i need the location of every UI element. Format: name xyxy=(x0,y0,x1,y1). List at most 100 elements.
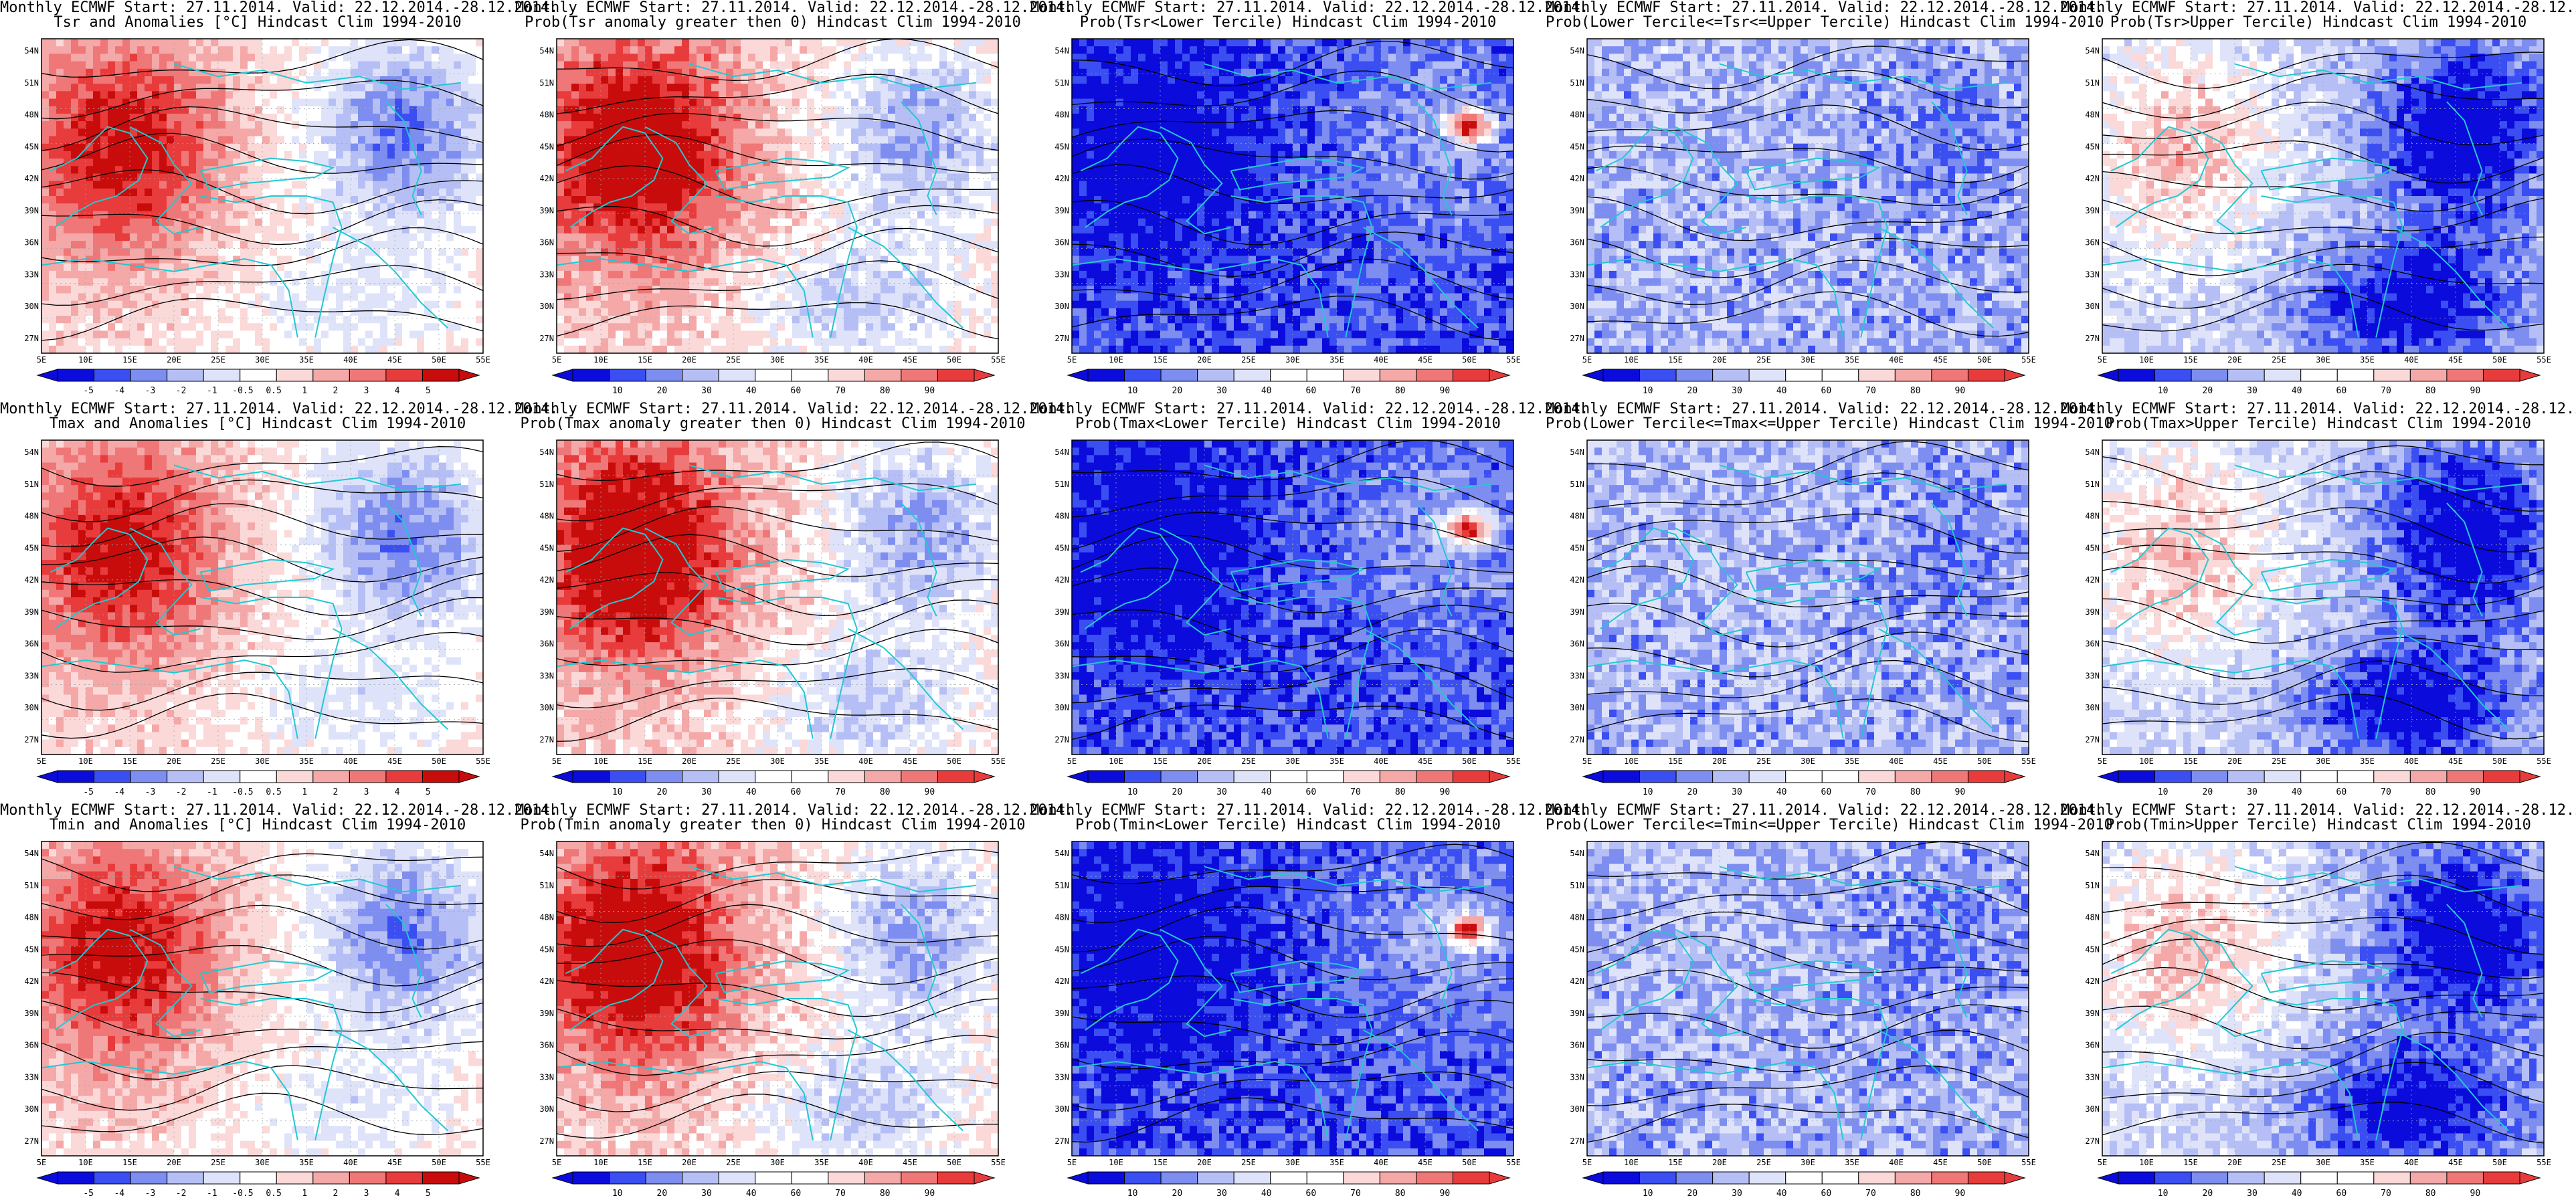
colorbar-label: 30 xyxy=(2247,386,2258,396)
colorbar-swatch xyxy=(1452,369,1490,382)
lat-label: 48N xyxy=(539,913,554,922)
lat-label: 54N xyxy=(1570,849,1584,858)
lon-label: 5E xyxy=(37,355,46,363)
lon-label: 15E xyxy=(122,757,137,764)
colorbar-swatch xyxy=(422,1171,460,1185)
colorbar-swatch xyxy=(791,1171,829,1185)
lon-label: 5E xyxy=(1582,355,1592,363)
colorbar-swatch xyxy=(385,369,423,382)
colorbar-swatch xyxy=(167,770,204,783)
lat-label: 36N xyxy=(24,1041,39,1050)
colorbar-swatch xyxy=(1379,369,1417,382)
lat-label: 51N xyxy=(1054,480,1069,489)
lat-label: 36N xyxy=(2085,639,2100,649)
lat-label: 30N xyxy=(1054,302,1069,311)
colorbar-label: 3 xyxy=(364,1189,369,1199)
colorbar-arrow-left xyxy=(1067,369,1089,382)
lat-label: 48N xyxy=(2085,512,2100,521)
colorbar-label: 40 xyxy=(746,386,757,396)
panel-title-line2: Prob(Tmin anomaly greater then 0) Hindca… xyxy=(515,817,1030,833)
map-svg: 54N 51N 48N 45N 42N 39N 36N 33N 30N 27N 5E 10E 15E 20… xyxy=(2085,439,2551,764)
lat-label: 54N xyxy=(1570,447,1584,457)
lon-label: 30E xyxy=(770,1158,785,1165)
lat-label: 42N xyxy=(1570,977,1584,986)
colorbar-swatch xyxy=(1306,369,1344,382)
panel-title-line2: Prob(Lower Tercile<=Tmin<=Upper Tercile)… xyxy=(1546,817,2113,833)
colorbar-swatch xyxy=(864,369,902,382)
colorbar-arrow-right xyxy=(974,770,996,783)
colorbar-swatch xyxy=(2118,1171,2156,1185)
lon-label: 55E xyxy=(2021,757,2036,764)
colorbar-swatch xyxy=(1197,770,1234,783)
forecast-map: 54N 51N 48N 45N 42N 39N 36N 33N 30N 27N 5E 10E 15E 20… xyxy=(21,835,491,1165)
colorbar-swatch xyxy=(1785,1171,1823,1185)
colorbar-swatch xyxy=(1967,770,2005,783)
colorbar-label: 0.5 xyxy=(266,1189,281,1199)
colorbar-label: 90 xyxy=(2470,386,2481,396)
colorbar-swatch xyxy=(2154,770,2192,783)
lon-label: 45E xyxy=(387,757,402,764)
forecast-map: 54N 51N 48N 45N 42N 39N 36N 33N 30N 27N 5E 10E 15E 20… xyxy=(21,32,491,363)
colorbar-label: 40 xyxy=(746,787,757,797)
colorbar-label: 90 xyxy=(2470,787,2481,797)
lat-label: 27N xyxy=(24,334,39,343)
colorbar-swatch xyxy=(167,369,204,382)
colorbar-label: 5 xyxy=(426,787,431,797)
colorbar: 10 20 30 40 60 70 80 90 xyxy=(549,367,998,399)
lat-label: 54N xyxy=(539,447,554,457)
lon-label: 15E xyxy=(122,355,137,363)
colorbar-swatch xyxy=(2154,369,2192,382)
colorbar-swatch xyxy=(240,770,277,783)
lon-label: 30E xyxy=(770,355,785,363)
colorbar-label: -0.5 xyxy=(232,386,253,396)
colorbar-swatch xyxy=(2409,369,2448,382)
colorbar-label: 80 xyxy=(2425,386,2436,396)
lon-label: 20E xyxy=(1197,355,1212,363)
lon-label: 30E xyxy=(1801,757,1815,764)
colorbar-label: 20 xyxy=(657,1189,668,1199)
lon-label: 30E xyxy=(2316,1158,2330,1165)
colorbar-swatch xyxy=(57,770,95,783)
coastlines xyxy=(1586,464,2007,739)
colorbar-label: -0.5 xyxy=(232,787,253,797)
colorbar-swatch xyxy=(2191,1171,2229,1185)
shading-field xyxy=(557,39,999,354)
panel-title-line2: Prob(Lower Tercile<=Tmax<=Upper Tercile)… xyxy=(1546,416,2113,432)
shading-field xyxy=(1587,841,2029,1157)
lat-label: 39N xyxy=(1570,206,1584,215)
colorbar-swatch xyxy=(2446,369,2484,382)
lon-label: 25E xyxy=(2272,355,2286,363)
shading-field xyxy=(2102,440,2545,755)
shading-field xyxy=(2102,39,2545,354)
panel-title-line2: Prob(Tsr>Upper Tercile) Hindcast Clim 19… xyxy=(2061,15,2576,31)
coastlines xyxy=(1586,63,2007,338)
lat-label: 51N xyxy=(2085,881,2100,890)
lon-label: 55E xyxy=(991,757,1006,764)
colorbar-label: 20 xyxy=(2203,386,2213,396)
lon-label: 15E xyxy=(638,1158,652,1165)
coastlines xyxy=(556,464,977,739)
lon-label: 40E xyxy=(2404,1158,2419,1165)
lon-label: 15E xyxy=(2183,1158,2198,1165)
colorbar-swatch xyxy=(1270,369,1307,382)
colorbar-swatch xyxy=(130,1171,168,1185)
colorbar-label: 60 xyxy=(1306,787,1317,797)
lon-label: 10E xyxy=(1624,757,1639,764)
lat-label: 51N xyxy=(1570,881,1584,890)
lon-label: 40E xyxy=(858,355,873,363)
colorbar-swatch xyxy=(1967,369,2005,382)
lon-label: 20E xyxy=(2227,355,2242,363)
colorbar-arrow-left xyxy=(1582,1171,1604,1185)
lat-label: 48N xyxy=(1054,110,1069,120)
colorbar-swatch xyxy=(203,1171,241,1185)
colorbar-swatch xyxy=(2264,1171,2302,1185)
colorbar-label: 80 xyxy=(1395,386,1406,396)
colorbar-label: 10 xyxy=(2158,1189,2169,1199)
lat-label: 39N xyxy=(1054,607,1069,617)
colorbar-label: 2 xyxy=(333,386,338,396)
lat-label: 51N xyxy=(2085,78,2100,88)
map-frame xyxy=(556,439,999,755)
coastlines xyxy=(1071,866,1492,1140)
lat-label: 33N xyxy=(2085,1072,2100,1082)
shading-field xyxy=(557,440,999,755)
